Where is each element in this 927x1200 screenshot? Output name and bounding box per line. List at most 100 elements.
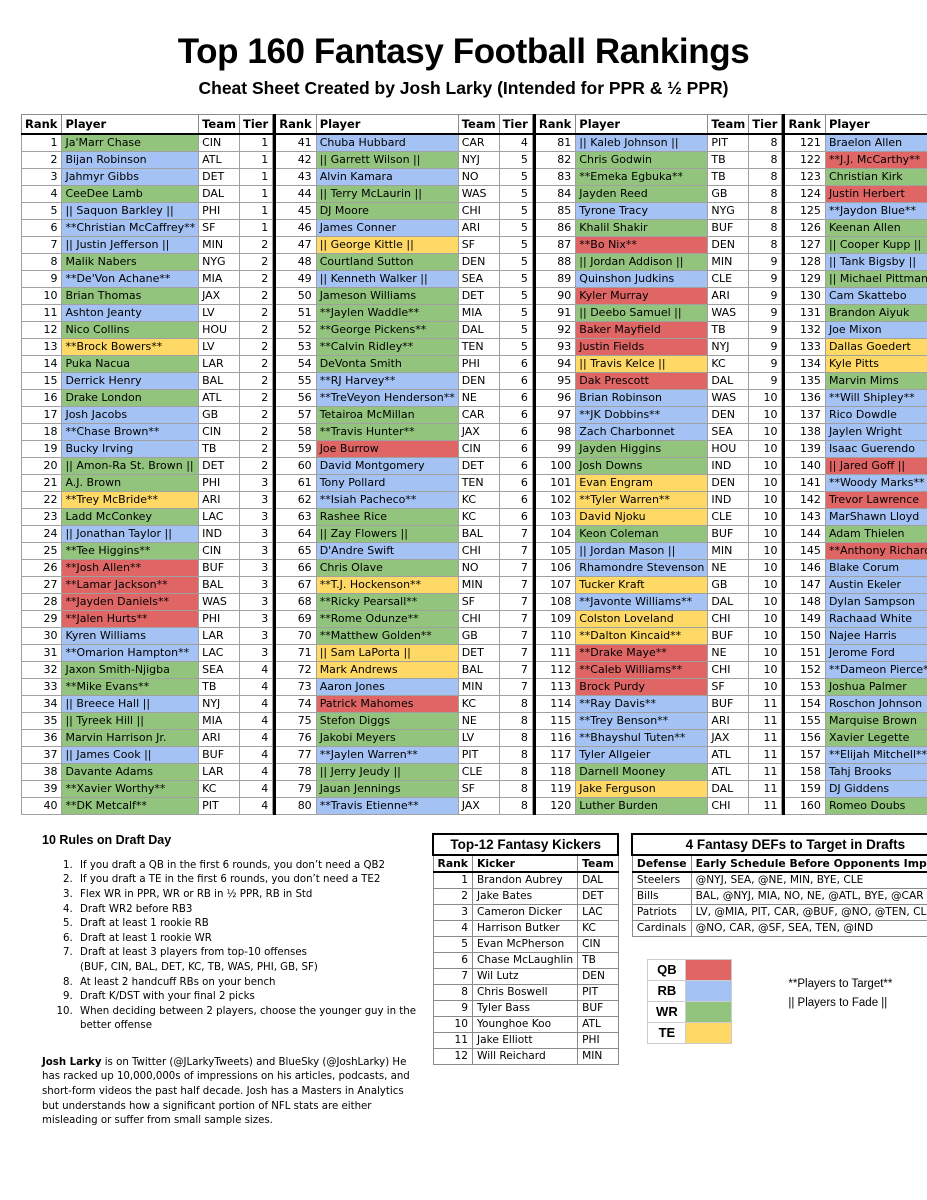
cell-tier: 5 [498, 235, 533, 254]
table-row: 30 Kyren Williams LAR 3 [20, 626, 274, 645]
kicker-rank: 10 [432, 1015, 473, 1033]
kicker-rank: 7 [432, 967, 473, 985]
cell-player: Puka Nacua [61, 354, 200, 373]
cell-tier: 4 [238, 694, 274, 713]
cell-tier: 4 [238, 762, 274, 781]
cell-rank: 86 [533, 218, 577, 237]
col-header-rank: Rank [783, 113, 826, 135]
cell-team: PHI [457, 354, 500, 373]
cell-team: JAX [198, 286, 240, 305]
cell-player: || Deebo Samuel || [575, 303, 709, 322]
table-row: 128|| Tank Bigsby ||JAX12 [783, 252, 927, 271]
table-row: 7 || Justin Jefferson || MIN 2 [20, 235, 274, 254]
cell-team: GB [457, 626, 500, 645]
table-row: 79 Jauan Jennings SF 8 [274, 779, 533, 798]
cell-team: MIA [198, 711, 240, 730]
table-row: 103 David Njoku CLE 10 [533, 507, 783, 526]
kickers-col-team: Team [577, 854, 619, 873]
cell-rank: 127 [783, 235, 826, 254]
kickers-title: Top-12 Fantasy Kickers [431, 832, 620, 856]
cell-tier: 10 [748, 405, 783, 424]
cell-rank: 64 [274, 524, 317, 543]
table-row: 62 **Isiah Pacheco** KC 6 [274, 490, 533, 509]
table-row: 26 **Josh Allen** BUF 3 [20, 558, 274, 577]
cell-tier: 2 [238, 422, 274, 441]
table-row: 49 || Kenneth Walker || SEA 5 [274, 269, 533, 288]
table-row: 59 Joe Burrow CIN 6 [274, 439, 533, 458]
defense-row: Patriots LV, @MIA, PIT, CAR, @BUF, @NO, @… [631, 903, 927, 921]
cell-rank: 73 [274, 677, 317, 696]
cell-rank: 34 [20, 694, 63, 713]
cell-rank: 160 [783, 796, 826, 815]
cell-team: DAL [198, 184, 240, 203]
cell-player: Najee Harris [824, 626, 927, 645]
cell-team: ARI [198, 490, 240, 509]
cell-tier: 1 [238, 133, 274, 152]
cell-rank: 26 [20, 558, 63, 577]
cell-player: David Montgomery [315, 456, 459, 475]
cell-team: CAR [457, 405, 500, 424]
cell-rank: 76 [274, 728, 317, 747]
cell-rank: 145 [783, 541, 826, 560]
cell-team: DEN [457, 371, 500, 390]
table-row: 56 **TreVeyon Henderson** NE 6 [274, 388, 533, 407]
cell-rank: 134 [783, 354, 826, 373]
cell-player: Brian Robinson [575, 388, 709, 407]
cell-rank: 133 [783, 337, 826, 356]
table-row: 157**Elijah Mitchell**KC13 [783, 745, 927, 764]
page-subtitle: Cheat Sheet Created by Josh Larky (Inten… [198, 77, 729, 98]
cell-tier: 5 [498, 167, 533, 186]
cell-player: D'Andre Swift [315, 541, 459, 560]
cell-player: Courtland Sutton [315, 252, 459, 271]
table-row: 83 **Emeka Egbuka** TB 8 [533, 167, 783, 186]
cell-player: Rico Dowdle [824, 405, 927, 424]
cell-player: || Garrett Wilson || [315, 150, 459, 169]
cell-tier: 6 [498, 473, 533, 492]
cell-player: **Calvin Ridley** [315, 337, 459, 356]
cell-team: CHI [457, 609, 500, 628]
cell-team: IND [707, 456, 750, 475]
cell-rank: 141 [783, 473, 826, 492]
cell-rank: 42 [274, 150, 317, 169]
cell-rank: 11 [20, 303, 63, 322]
cell-team: CIN [198, 133, 240, 152]
cell-team: MIA [457, 303, 500, 322]
cell-team: CIN [457, 439, 500, 458]
col-header-player: Player [575, 113, 709, 135]
kicker-row: 7 Wil Lutz DEN [432, 967, 619, 985]
cell-player: || Amon-Ra St. Brown || [61, 456, 200, 475]
kicker-rank: 5 [432, 935, 473, 953]
legend-notes: **Players to Target** || Players to Fade… [788, 959, 892, 1013]
cell-team: NE [457, 711, 500, 730]
cell-tier: 8 [498, 779, 533, 798]
cell-player: **Dalton Kincaid** [575, 626, 709, 645]
table-row: 51 **Jaylen Waddle** MIA 5 [274, 303, 533, 322]
cell-tier: 10 [748, 456, 783, 475]
cell-player: **George Pickens** [315, 320, 459, 339]
cell-player: **Tyler Warren** [575, 490, 709, 509]
cell-team: DAL [707, 371, 750, 390]
cell-team: ARI [457, 218, 500, 237]
cell-rank: 59 [274, 439, 317, 458]
cell-player: || Jared Goff || [824, 456, 927, 475]
cell-player: **Travis Hunter** [315, 422, 459, 441]
cell-rank: 39 [20, 779, 63, 798]
cell-tier: 7 [498, 592, 533, 611]
table-row: 8 Malik Nabers NYG 2 [20, 252, 274, 271]
cell-player: Baker Mayfield [575, 320, 709, 339]
table-row: 141**Woody Marks**HOU12 [783, 473, 927, 492]
cell-team: SF [707, 677, 750, 696]
legend-color-swatch [685, 958, 733, 981]
kickers-col-rank: Rank [432, 854, 473, 873]
cell-team: JAX [457, 422, 500, 441]
cell-tier: 2 [238, 320, 274, 339]
cell-rank: 17 [20, 405, 63, 424]
cell-tier: 5 [498, 320, 533, 339]
kicker-name: Harrison Butker [471, 919, 579, 937]
kickers-col-kicker: Kicker [471, 854, 579, 873]
